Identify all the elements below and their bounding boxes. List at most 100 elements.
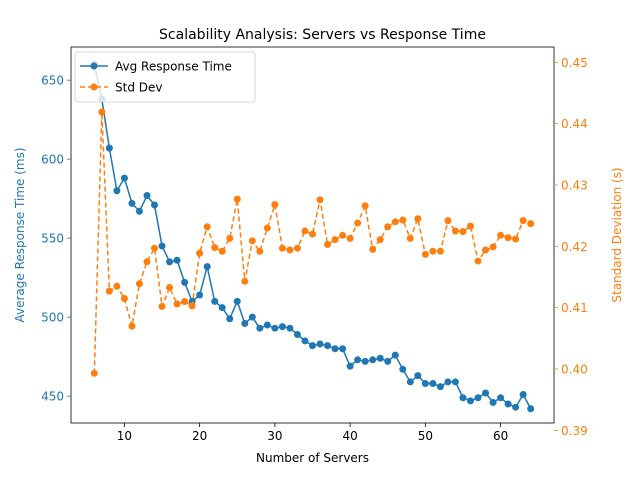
y-left-tick-label: 550 [41,232,64,246]
data-point-avg-response-time [301,337,309,345]
data-point-std-dev [226,234,234,242]
data-point-std-dev [512,235,520,243]
data-point-avg-response-time [128,199,136,207]
data-point-avg-response-time [316,340,324,348]
data-point-avg-response-time [196,291,204,299]
data-point-std-dev [474,257,482,265]
data-point-avg-response-time [324,342,332,350]
x-axis: 10 20 30 40 50 60 [117,423,508,443]
data-point-avg-response-time [166,258,174,266]
data-point-std-dev [354,219,362,227]
data-point-avg-response-time [354,356,362,364]
data-point-std-dev [436,247,444,255]
data-point-avg-response-time [263,321,271,329]
data-point-avg-response-time [421,380,429,387]
data-point-avg-response-time [466,397,474,405]
data-point-std-dev [256,247,264,255]
data-point-std-dev [497,231,505,239]
data-point-std-dev [271,201,279,209]
data-point-std-dev [98,108,106,116]
data-point-std-dev [309,230,316,238]
data-point-std-dev [248,237,256,245]
x-axis-label: Number of Servers [256,451,369,465]
data-point-std-dev [158,302,166,310]
legend-box [74,51,256,103]
data-point-avg-response-time [369,356,377,364]
data-point-avg-response-time [293,331,301,339]
data-point-std-dev [527,220,535,228]
y-right-tick-label: 0.45 [561,56,588,70]
data-point-avg-response-time [203,263,211,271]
data-point-std-dev [316,196,324,204]
data-point-avg-response-time [278,323,286,331]
data-point-std-dev [90,369,98,377]
x-tick-label: 50 [418,429,433,443]
data-point-std-dev [519,217,527,225]
data-point-std-dev [166,283,174,291]
data-point-avg-response-time [482,389,490,397]
legend-label-std-dev: Std Dev [115,81,162,95]
x-tick-label: 20 [192,429,207,443]
legend: Avg Response Time Std Dev [74,51,256,103]
x-tick-label: 10 [117,429,132,443]
data-point-avg-response-time [414,372,422,380]
data-point-std-dev [406,234,414,242]
data-point-std-dev [278,244,286,252]
data-point-std-dev [451,227,459,235]
data-point-avg-response-time [384,357,392,365]
data-point-avg-response-time [399,365,407,373]
legend-marker-avg-response-time [90,62,98,70]
data-point-std-dev [151,244,159,252]
x-tick-label: 30 [267,429,282,443]
y-right-tick-label: 0.40 [561,363,588,377]
data-point-std-dev [188,302,196,310]
data-point-avg-response-time [233,297,241,305]
data-point-avg-response-time [309,342,316,350]
data-point-avg-response-time [271,324,279,332]
data-point-std-dev [399,216,407,224]
data-point-avg-response-time [286,324,294,332]
data-point-avg-response-time [459,394,467,402]
data-point-avg-response-time [226,315,234,323]
data-point-std-dev [128,322,136,330]
data-point-avg-response-time [406,378,414,386]
data-point-avg-response-time [248,313,256,321]
data-point-avg-response-time [181,278,189,286]
data-point-std-dev [459,228,467,236]
data-point-std-dev [421,250,429,258]
y-left-tick-label: 600 [41,153,64,167]
data-point-avg-response-time [339,345,347,353]
data-point-avg-response-time [218,304,226,312]
data-point-avg-response-time [512,403,520,411]
data-point-std-dev [233,195,241,203]
y-left-axis: 450 500 550 600 650 [41,74,71,404]
data-point-std-dev [414,215,422,223]
data-point-std-dev [346,234,354,242]
data-point-avg-response-time [151,201,159,209]
data-point-avg-response-time [527,405,535,413]
data-point-avg-response-time [241,319,249,327]
y-left-tick-label: 650 [41,74,64,88]
data-point-avg-response-time [489,398,497,406]
data-point-std-dev [211,244,219,252]
data-point-avg-response-time [331,345,339,353]
y-left-axis-label: Average Response Time (ms) [13,147,27,322]
y-left-tick-label: 500 [41,311,64,325]
plot-series [90,60,535,413]
data-point-avg-response-time [391,351,399,359]
data-point-std-dev [196,249,204,257]
data-point-avg-response-time [113,187,121,195]
data-point-std-dev [324,241,332,249]
data-point-avg-response-time [519,391,527,399]
data-point-std-dev [173,300,181,308]
data-point-avg-response-time [105,144,113,152]
data-point-avg-response-time [120,174,128,182]
data-point-std-dev [181,298,189,306]
data-point-std-dev [391,218,399,226]
data-point-std-dev [482,246,490,254]
data-point-std-dev [241,277,249,285]
data-point-std-dev [203,223,211,231]
data-point-std-dev [361,202,369,210]
data-point-std-dev [489,243,497,251]
